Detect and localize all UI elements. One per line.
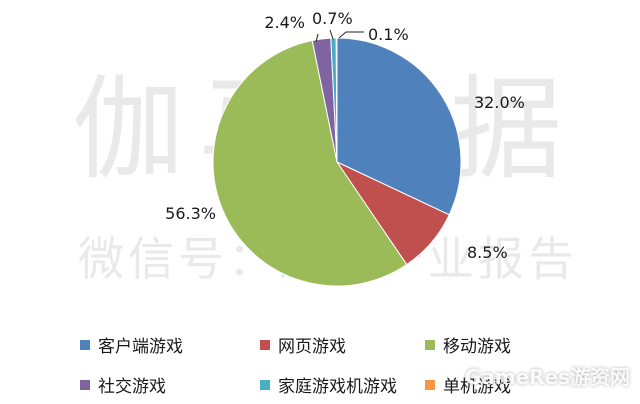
leader-line-3 [315, 33, 319, 43]
legend-swatch [260, 379, 270, 390]
data-label-5: 0.1% [368, 25, 409, 44]
data-label-0: 32.0% [474, 93, 525, 112]
legend-label: 家庭游戏机游戏 [278, 377, 397, 397]
legend-item-client-games: 客户端游戏 [80, 332, 183, 357]
legend-item-web-games: 网页游戏 [260, 332, 346, 357]
legend-label: 社交游戏 [98, 377, 166, 397]
pie-slice-5 [335, 37, 338, 163]
pie-slice-0 [336, 37, 462, 216]
legend-swatch [425, 339, 435, 350]
legend-swatch [80, 379, 90, 390]
legend-swatch [425, 379, 435, 390]
legend-swatch [260, 339, 270, 350]
legend-item-mobile-games: 移动游戏 [425, 332, 511, 357]
leader-line-5 [338, 31, 364, 39]
data-label-1: 8.5% [467, 243, 508, 262]
legend-label: 单机游戏 [443, 377, 511, 397]
legend-label: 客户端游戏 [98, 337, 183, 357]
data-label-2: 56.3% [165, 204, 216, 223]
legend-item-social-games: 社交游戏 [80, 372, 166, 397]
data-label-4: 0.7% [312, 9, 353, 28]
legend-item-standalone-games: 单机游戏 [425, 372, 511, 397]
leader-line-4 [329, 29, 334, 40]
watermark-corner: GameRes游资网 [464, 365, 630, 389]
legend-label: 网页游戏 [278, 337, 346, 357]
data-label-3: 2.4% [264, 13, 305, 32]
legend-item-console-games: 家庭游戏机游戏 [260, 372, 397, 397]
pie-slice-2 [212, 39, 408, 287]
legend-label: 移动游戏 [443, 337, 511, 357]
legend-swatch [80, 339, 90, 350]
